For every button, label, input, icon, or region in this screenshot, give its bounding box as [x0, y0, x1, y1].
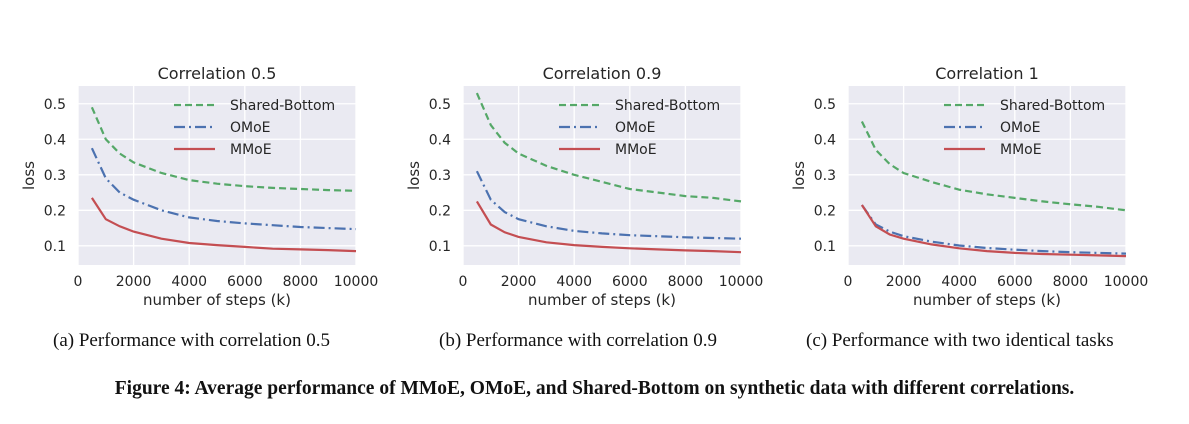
y-axis-label: loss [405, 161, 423, 190]
x-tick-label: 4000 [171, 274, 207, 290]
x-tick-label: 6000 [227, 274, 263, 290]
x-tick-label: 10000 [1104, 274, 1149, 290]
chart-title: Correlation 0.9 [543, 64, 662, 83]
y-tick-label: 0.3 [814, 168, 836, 184]
chart-title: Correlation 1 [935, 64, 1039, 83]
panel-0: 0 2000 4000 6000 8000 10000 0.1 0.2 0.3 0.4 0.5 Sha… [20, 64, 378, 309]
x-tick-label: 2000 [116, 274, 152, 290]
plots: 0 2000 4000 6000 8000 10000 0.1 0.2 0.3 0.4 0.5 Sha… [20, 64, 1148, 309]
series-line-omoe [90, 147, 357, 231]
x-tick-label: 0 [844, 274, 853, 290]
series-line-mmoe [475, 200, 742, 254]
y-tick-label: 0.5 [429, 97, 451, 113]
y-tick-label: 0.4 [429, 132, 451, 148]
y-tick-label: 0.5 [44, 97, 66, 113]
y-tick-label: 0.4 [44, 132, 66, 148]
y-tick-label: 0.3 [44, 168, 66, 184]
x-tick-label: 2000 [886, 274, 922, 290]
legend-label: Shared-Bottom [615, 98, 720, 114]
x-tick-label: 2000 [501, 274, 537, 290]
chart-title: Correlation 0.5 [158, 64, 277, 83]
x-axis-label: number of steps (k) [913, 291, 1061, 309]
y-tick-label: 0.5 [814, 97, 836, 113]
y-tick-label: 0.1 [44, 239, 66, 255]
y-axis-label: loss [20, 161, 38, 190]
y-axis-label: loss [790, 161, 808, 190]
legend-label: MMoE [230, 142, 272, 158]
subcaption-b: (b) Performance with correlation 0.9 [439, 330, 718, 351]
x-tick-label: 8000 [1053, 274, 1089, 290]
legend-label: Shared-Bottom [230, 98, 335, 114]
series-line-mmoe [860, 204, 1127, 258]
x-tick-label: 6000 [997, 274, 1033, 290]
y-tick-label: 0.2 [429, 203, 451, 219]
x-axis-label: number of steps (k) [143, 291, 291, 309]
plot-background [463, 86, 741, 265]
series-line-omoe [861, 204, 1127, 255]
legend-label: MMoE [1000, 142, 1042, 158]
x-tick-label: 0 [74, 274, 83, 290]
y-tick-label: 0.1 [814, 239, 836, 255]
plot-background [78, 86, 356, 265]
panel-1: 0 2000 4000 6000 8000 10000 0.1 0.2 0.3 0.4 0.5 Sha… [405, 64, 763, 309]
legend-label: Shared-Bottom [1000, 98, 1105, 114]
subcaption-c: (c) Performance with two identical tasks [806, 330, 1114, 351]
panel-2: 0 2000 4000 6000 8000 10000 0.1 0.2 0.3 0.4 0.5 Sha… [790, 64, 1148, 309]
x-tick-label: 0 [459, 274, 468, 290]
subcaption-a: (a) Performance with correlation 0.5 [53, 330, 330, 351]
legend-label: OMoE [615, 120, 656, 136]
y-tick-label: 0.1 [429, 239, 451, 255]
series-line-omoe [475, 170, 742, 240]
y-tick-label: 0.4 [814, 132, 836, 148]
legend-label: OMoE [1000, 120, 1041, 136]
y-tick-label: 0.2 [814, 203, 836, 219]
y-tick-label: 0.3 [429, 168, 451, 184]
figure-caption: Figure 4: Average performance of MMoE, O… [114, 378, 1075, 399]
x-tick-label: 10000 [334, 274, 379, 290]
y-tick-label: 0.2 [44, 203, 66, 219]
series-line-mmoe [90, 197, 357, 253]
x-tick-label: 8000 [283, 274, 319, 290]
x-tick-label: 4000 [941, 274, 977, 290]
x-tick-label: 4000 [556, 274, 592, 290]
x-tick-label: 8000 [668, 274, 704, 290]
legend-label: OMoE [230, 120, 271, 136]
x-tick-label: 10000 [719, 274, 764, 290]
series-line-shared-bottom [90, 106, 357, 192]
series-line-shared-bottom [475, 92, 742, 203]
legend-label: MMoE [615, 142, 657, 158]
series-line-shared-bottom [860, 121, 1127, 212]
x-axis-label: number of steps (k) [528, 291, 676, 309]
x-tick-label: 6000 [612, 274, 648, 290]
